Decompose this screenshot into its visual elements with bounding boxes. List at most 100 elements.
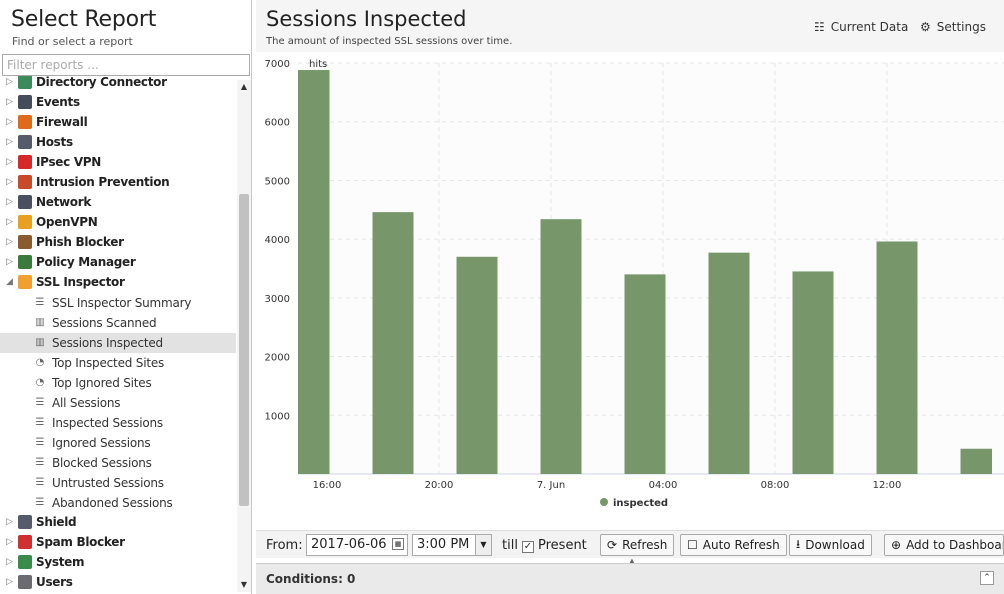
- report-title: Sessions Inspected: [266, 7, 467, 31]
- tree-report-top-inspected-sites[interactable]: ◔ Top Inspected Sites: [0, 353, 236, 373]
- tree-report-sessions-scanned[interactable]: ▥ Sessions Scanned: [0, 313, 236, 333]
- add-to-dashboard-label: Add to Dashboard: [906, 538, 1004, 552]
- y-tick-label: 6000: [265, 118, 290, 129]
- pie-chart-icon: ◔: [35, 377, 45, 388]
- add-to-dashboard-button[interactable]: ⊕ Add to Dashboard: [884, 534, 1004, 556]
- openvpn-icon: [18, 215, 32, 229]
- report-toolbar: From: 2017-06-06 ▦ 3:00 PM ▼ till ✓ Pres…: [256, 530, 1004, 558]
- from-date-field[interactable]: 2017-06-06 ▦: [306, 534, 408, 556]
- present-label: Present: [538, 538, 587, 553]
- scroll-down-arrow-icon[interactable]: ▼: [240, 580, 248, 589]
- list-icon: ☰: [35, 497, 45, 508]
- resize-handle[interactable]: ▲: [629, 557, 635, 565]
- from-date-value: 2017-06-06: [311, 537, 387, 552]
- current-data-button[interactable]: ☷ Current Data: [814, 20, 908, 34]
- tree-category-firewall[interactable]: ▷ Firewall: [0, 113, 236, 133]
- expand-conditions-icon[interactable]: ⌃: [980, 571, 994, 585]
- tree-report-abandoned-sessions[interactable]: ☰ Abandoned Sessions: [0, 493, 236, 513]
- expanded-arrow-icon[interactable]: ◢: [6, 277, 13, 287]
- collapsed-arrow-icon[interactable]: ▷: [6, 217, 13, 227]
- from-time-select[interactable]: 3:00 PM ▼: [412, 534, 492, 556]
- tree-category-hosts[interactable]: ▷ Hosts: [0, 133, 236, 153]
- collapsed-arrow-icon[interactable]: ▷: [6, 177, 13, 187]
- x-tick-label: 12:00: [873, 480, 902, 491]
- tree-report-label: Abandoned Sessions: [52, 496, 173, 510]
- collapsed-arrow-icon[interactable]: ▷: [6, 557, 13, 567]
- bar-inspected: [372, 212, 414, 475]
- tree-report-label: Untrusted Sessions: [52, 476, 164, 490]
- bar-inspected: [876, 241, 918, 474]
- tree-category-events[interactable]: ▷ Events: [0, 93, 236, 113]
- tree-scrollbar[interactable]: ▲ ▼: [237, 80, 251, 592]
- y-axis-label: hits: [309, 59, 327, 70]
- chevron-down-icon[interactable]: ▼: [475, 535, 491, 555]
- tree-category-label: Policy Manager: [36, 255, 136, 269]
- table-icon: ☷: [814, 20, 825, 34]
- present-checkbox[interactable]: ✓: [522, 538, 534, 553]
- tree-category-ssl-inspector[interactable]: ◢ SSL Inspector: [0, 273, 236, 293]
- collapsed-arrow-icon[interactable]: ▷: [6, 237, 13, 247]
- collapsed-arrow-icon[interactable]: ▷: [6, 197, 13, 207]
- y-tick-label: 4000: [265, 235, 290, 246]
- tree-report-label: Top Inspected Sites: [52, 356, 165, 370]
- checkmark-icon: ✓: [522, 541, 534, 553]
- collapsed-arrow-icon[interactable]: ▷: [6, 537, 13, 547]
- collapsed-arrow-icon[interactable]: ▷: [6, 137, 13, 147]
- from-label: From:: [266, 538, 303, 553]
- bar-inspected: [960, 448, 992, 474]
- auto-refresh-button[interactable]: ☐ Auto Refresh: [680, 534, 787, 556]
- network-icon: [18, 195, 32, 209]
- settings-button[interactable]: ⚙ Settings: [920, 20, 986, 34]
- y-tick-label: 3000: [265, 294, 290, 305]
- collapsed-arrow-icon[interactable]: ▷: [6, 97, 13, 107]
- tree-report-ssl-inspector-summary[interactable]: ☰ SSL Inspector Summary: [0, 293, 236, 313]
- x-tick-label: 08:00: [761, 480, 790, 491]
- y-tick-label: 1000: [265, 411, 290, 422]
- events-icon: [18, 95, 32, 109]
- collapsed-arrow-icon[interactable]: ▷: [6, 577, 13, 587]
- scroll-thumb[interactable]: [239, 194, 249, 506]
- scroll-up-arrow-icon[interactable]: ▲: [240, 82, 248, 91]
- tree-report-label: SSL Inspector Summary: [52, 296, 192, 310]
- tree-report-top-ignored-sites[interactable]: ◔ Top Ignored Sites: [0, 373, 236, 393]
- bar-inspected: [540, 219, 582, 474]
- download-button[interactable]: ⭳ Download: [789, 534, 872, 556]
- ipsec-vpn-icon: [18, 155, 32, 169]
- tree-category-openvpn[interactable]: ▷ OpenVPN: [0, 213, 236, 233]
- conditions-bar[interactable]: Conditions: 0 ⌃: [256, 563, 1004, 594]
- collapsed-arrow-icon[interactable]: ▷: [6, 117, 13, 127]
- collapsed-arrow-icon[interactable]: ▷: [6, 77, 13, 87]
- tree-report-label: Inspected Sessions: [52, 416, 163, 430]
- list-icon: ☰: [35, 437, 45, 448]
- x-tick-label: 04:00: [649, 480, 678, 491]
- collapsed-arrow-icon[interactable]: ▷: [6, 257, 13, 267]
- collapsed-arrow-icon[interactable]: ▷: [6, 157, 13, 167]
- collapsed-arrow-icon[interactable]: ▷: [6, 517, 13, 527]
- tree-category-network[interactable]: ▷ Network: [0, 193, 236, 213]
- tree-category-intrusion-prevention[interactable]: ▷ Intrusion Prevention: [0, 173, 236, 193]
- tree-category-shield[interactable]: ▷ Shield: [0, 513, 236, 533]
- auto-refresh-label: Auto Refresh: [702, 538, 780, 552]
- tree-category-system[interactable]: ▷ System: [0, 553, 236, 573]
- firewall-icon: [18, 115, 32, 129]
- tree-category-users[interactable]: ▷ Users: [0, 573, 236, 593]
- tree-category-label: SSL Inspector: [36, 275, 125, 289]
- tree-category-ipsec-vpn[interactable]: ▷ IPsec VPN: [0, 153, 236, 173]
- tree-report-all-sessions[interactable]: ☰ All Sessions: [0, 393, 236, 413]
- refresh-button[interactable]: ⟳ Refresh: [600, 534, 675, 556]
- tree-category-policy-manager[interactable]: ▷ Policy Manager: [0, 253, 236, 273]
- tree-report-ignored-sessions[interactable]: ☰ Ignored Sessions: [0, 433, 236, 453]
- bar-chart-icon: ▥: [35, 337, 45, 348]
- tree-report-label: Sessions Scanned: [52, 316, 157, 330]
- tree-report-sessions-inspected[interactable]: ▥ Sessions Inspected: [0, 333, 236, 353]
- filter-reports-input[interactable]: [2, 54, 250, 76]
- tree-category-spam-blocker[interactable]: ▷ Spam Blocker: [0, 533, 236, 553]
- sessions-inspected-chart: 1000 2000 3000 4000 5000 6000 7000 16:00 20:00 7.…: [256, 52, 1004, 528]
- tree-report-blocked-sessions[interactable]: ☰ Blocked Sessions: [0, 453, 236, 473]
- calendar-icon[interactable]: ▦: [392, 538, 404, 550]
- ssl-inspector-icon: [18, 275, 32, 289]
- tree-category-phish-blocker[interactable]: ▷ Phish Blocker: [0, 233, 236, 253]
- tree-category-directory-connector[interactable]: ▷ Directory Connector: [0, 76, 236, 93]
- tree-report-inspected-sessions[interactable]: ☰ Inspected Sessions: [0, 413, 236, 433]
- tree-report-untrusted-sessions[interactable]: ☰ Untrusted Sessions: [0, 473, 236, 493]
